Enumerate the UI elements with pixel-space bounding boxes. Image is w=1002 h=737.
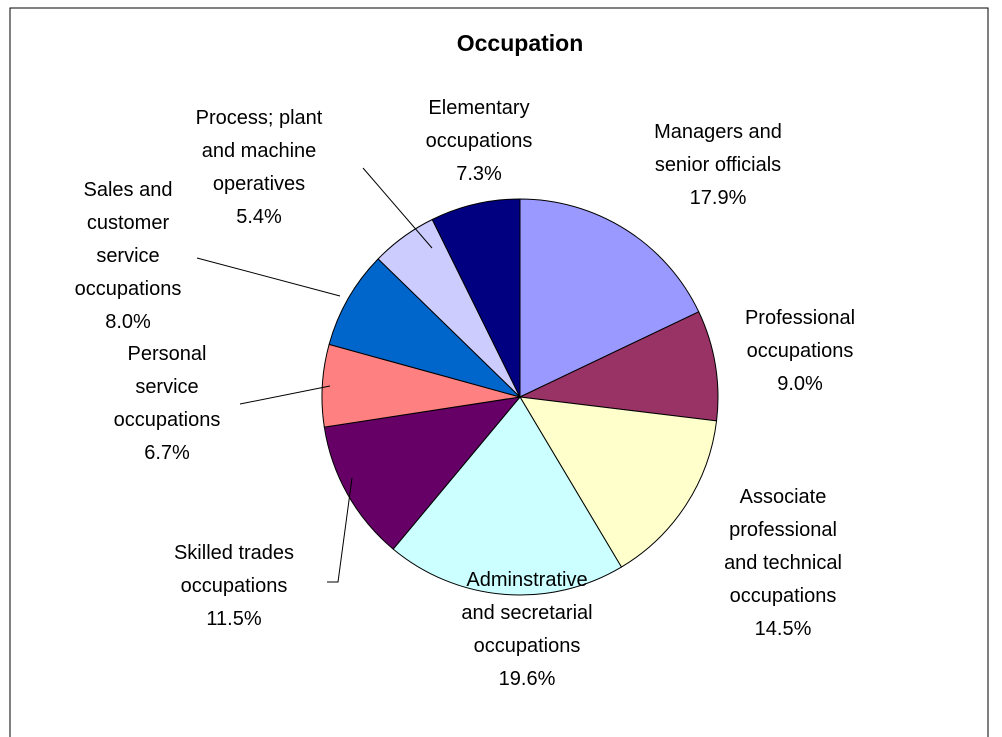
slice-label: Professional occupations 9.0% xyxy=(730,302,870,401)
leader-line xyxy=(362,167,433,249)
value-label: 7.3% xyxy=(456,163,502,185)
pie-slice xyxy=(431,198,521,398)
value-label: 19.6% xyxy=(498,668,556,690)
category-label: Sales and customer service occupations xyxy=(74,179,182,300)
pie xyxy=(321,198,719,596)
category-label: Associate professional and technical occ… xyxy=(724,486,842,607)
category-label: Personal service occupations xyxy=(113,343,221,431)
value-label: 9.0% xyxy=(777,373,823,395)
value-label: 6.7% xyxy=(144,442,190,464)
value-label: 5.4% xyxy=(236,206,282,228)
category-label: Professional occupations xyxy=(744,307,856,362)
leader-line xyxy=(196,257,341,297)
slice-label: Skilled trades occupations 11.5% xyxy=(159,537,309,636)
category-label: Skilled trades occupations xyxy=(173,542,295,597)
category-label: Process; plant and machine operatives xyxy=(195,107,323,195)
value-label: 17.9% xyxy=(689,187,747,209)
pie-slice xyxy=(518,311,719,422)
leader-line xyxy=(239,385,331,405)
value-label: 8.0% xyxy=(105,311,151,333)
slice-label: Associate professional and technical occ… xyxy=(713,481,853,646)
chart-title: Occupation xyxy=(456,30,584,56)
pie-slice xyxy=(323,396,522,550)
category-label: Elementary occupations xyxy=(425,97,533,152)
pie-slice xyxy=(519,396,718,568)
leader-line xyxy=(327,477,353,583)
pie-slice xyxy=(392,396,623,596)
category-label: Adminstrative and secretarial occupation… xyxy=(461,569,593,657)
category-label: Managers and senior officials xyxy=(654,121,782,176)
slice-label: Managers and senior officials 17.9% xyxy=(633,116,803,215)
pie-slice xyxy=(328,258,521,398)
slice-label: Process; plant and machine operatives 5.4… xyxy=(184,102,334,234)
slice-label: Elementary occupations 7.3% xyxy=(414,92,544,191)
slice-label: Adminstrative and secretarial occupation… xyxy=(452,564,602,696)
value-label: 14.5% xyxy=(754,618,812,640)
slice-label: Personal service occupations 6.7% xyxy=(107,338,227,470)
value-label: 11.5% xyxy=(206,608,262,630)
pie-slice xyxy=(519,198,700,398)
slice-label: Sales and customer service occupations 8.… xyxy=(68,174,188,339)
